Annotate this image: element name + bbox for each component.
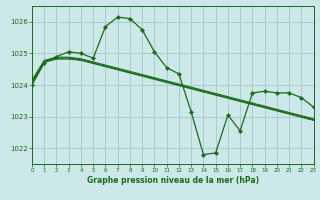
X-axis label: Graphe pression niveau de la mer (hPa): Graphe pression niveau de la mer (hPa): [87, 176, 259, 185]
